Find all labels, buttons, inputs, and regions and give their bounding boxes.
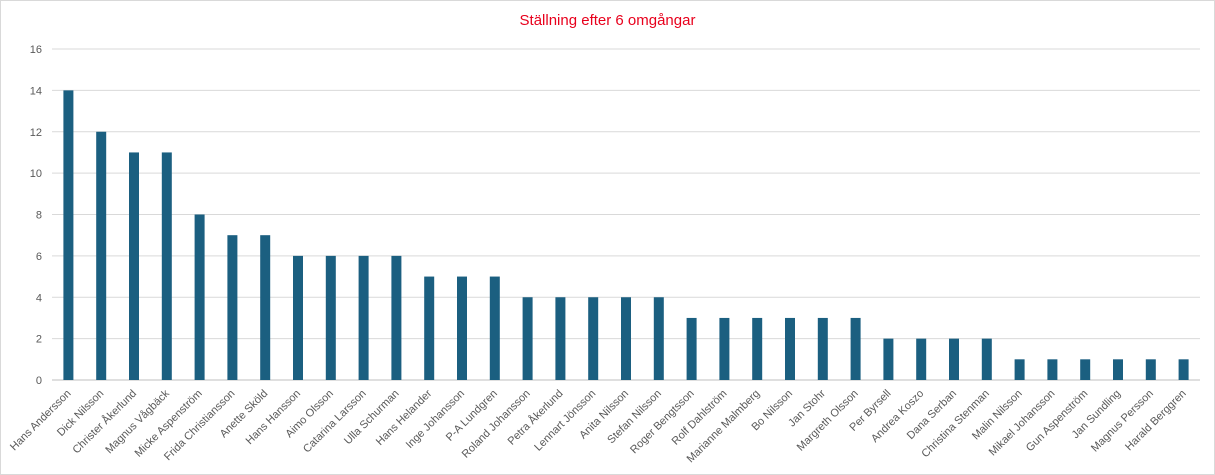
bar [489,276,500,380]
bar [358,255,369,380]
bar [391,255,402,380]
bar [1145,359,1156,380]
y-axis-ticks: 0 2 4 6 8 10 12 14 16 [30,44,42,387]
y-tick-label: 4 [36,292,42,304]
chart-title: Ställning efter 6 omgångar [519,12,696,29]
bars [63,90,1189,380]
bar [1178,359,1189,380]
bar [719,317,730,380]
y-tick-label: 12 [30,127,42,139]
bar [1080,359,1091,380]
y-tick-label: 0 [36,375,42,387]
y-tick-label: 2 [36,334,42,346]
bar [522,297,533,380]
bar [916,338,927,380]
bar [63,90,74,380]
bar [194,214,205,380]
y-tick-label: 14 [30,85,42,97]
bar [227,235,238,380]
bar [621,297,631,380]
y-tick-label: 6 [36,251,42,263]
bar [161,152,172,380]
bar [96,131,107,380]
bar [555,297,566,380]
y-tick-label: 10 [30,168,42,180]
bar [949,338,959,380]
x-tick-label: Inge Johansson [404,388,467,451]
bar [752,317,763,380]
bar [686,317,697,380]
y-tick-label: 16 [30,44,42,56]
bar [1014,359,1025,380]
bar [817,317,828,380]
bar [1047,359,1058,380]
bar [457,276,467,380]
bar [850,317,861,380]
bar [293,255,303,380]
bar [424,276,435,380]
x-tick-label: Harald Berggren [1123,388,1189,454]
bar [1113,359,1123,380]
bar [653,297,664,380]
x-tick-label: Petra Åkerlund [505,387,566,448]
bar [883,338,894,380]
bar [785,317,795,380]
bar [981,338,992,380]
bar [588,297,599,380]
bar [129,152,139,380]
bar [260,235,271,380]
y-tick-label: 8 [36,210,42,222]
bar [325,255,336,380]
